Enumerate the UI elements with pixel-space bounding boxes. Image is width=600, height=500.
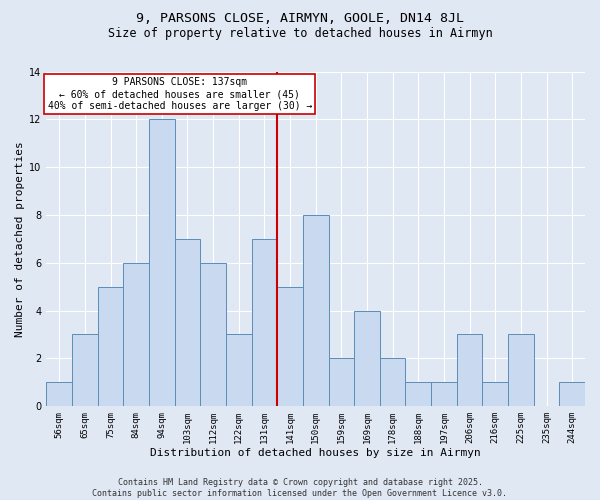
Text: Contains HM Land Registry data © Crown copyright and database right 2025.
Contai: Contains HM Land Registry data © Crown c…: [92, 478, 508, 498]
Bar: [46, 382, 72, 406]
Bar: [149, 120, 175, 406]
Bar: [226, 334, 251, 406]
Bar: [406, 382, 431, 406]
Bar: [251, 239, 277, 406]
Bar: [354, 310, 380, 406]
Bar: [482, 382, 508, 406]
Bar: [98, 286, 124, 406]
Bar: [457, 334, 482, 406]
Bar: [124, 263, 149, 406]
Bar: [508, 334, 534, 406]
Bar: [431, 382, 457, 406]
Bar: [200, 263, 226, 406]
X-axis label: Distribution of detached houses by size in Airmyn: Distribution of detached houses by size …: [151, 448, 481, 458]
Bar: [175, 239, 200, 406]
Bar: [303, 215, 329, 406]
Bar: [329, 358, 354, 406]
Text: Size of property relative to detached houses in Airmyn: Size of property relative to detached ho…: [107, 28, 493, 40]
Y-axis label: Number of detached properties: Number of detached properties: [15, 141, 25, 336]
Bar: [380, 358, 406, 406]
Text: 9 PARSONS CLOSE: 137sqm
← 60% of detached houses are smaller (45)
40% of semi-de: 9 PARSONS CLOSE: 137sqm ← 60% of detache…: [47, 78, 312, 110]
Bar: [559, 382, 585, 406]
Bar: [72, 334, 98, 406]
Bar: [277, 286, 303, 406]
Text: 9, PARSONS CLOSE, AIRMYN, GOOLE, DN14 8JL: 9, PARSONS CLOSE, AIRMYN, GOOLE, DN14 8J…: [136, 12, 464, 26]
